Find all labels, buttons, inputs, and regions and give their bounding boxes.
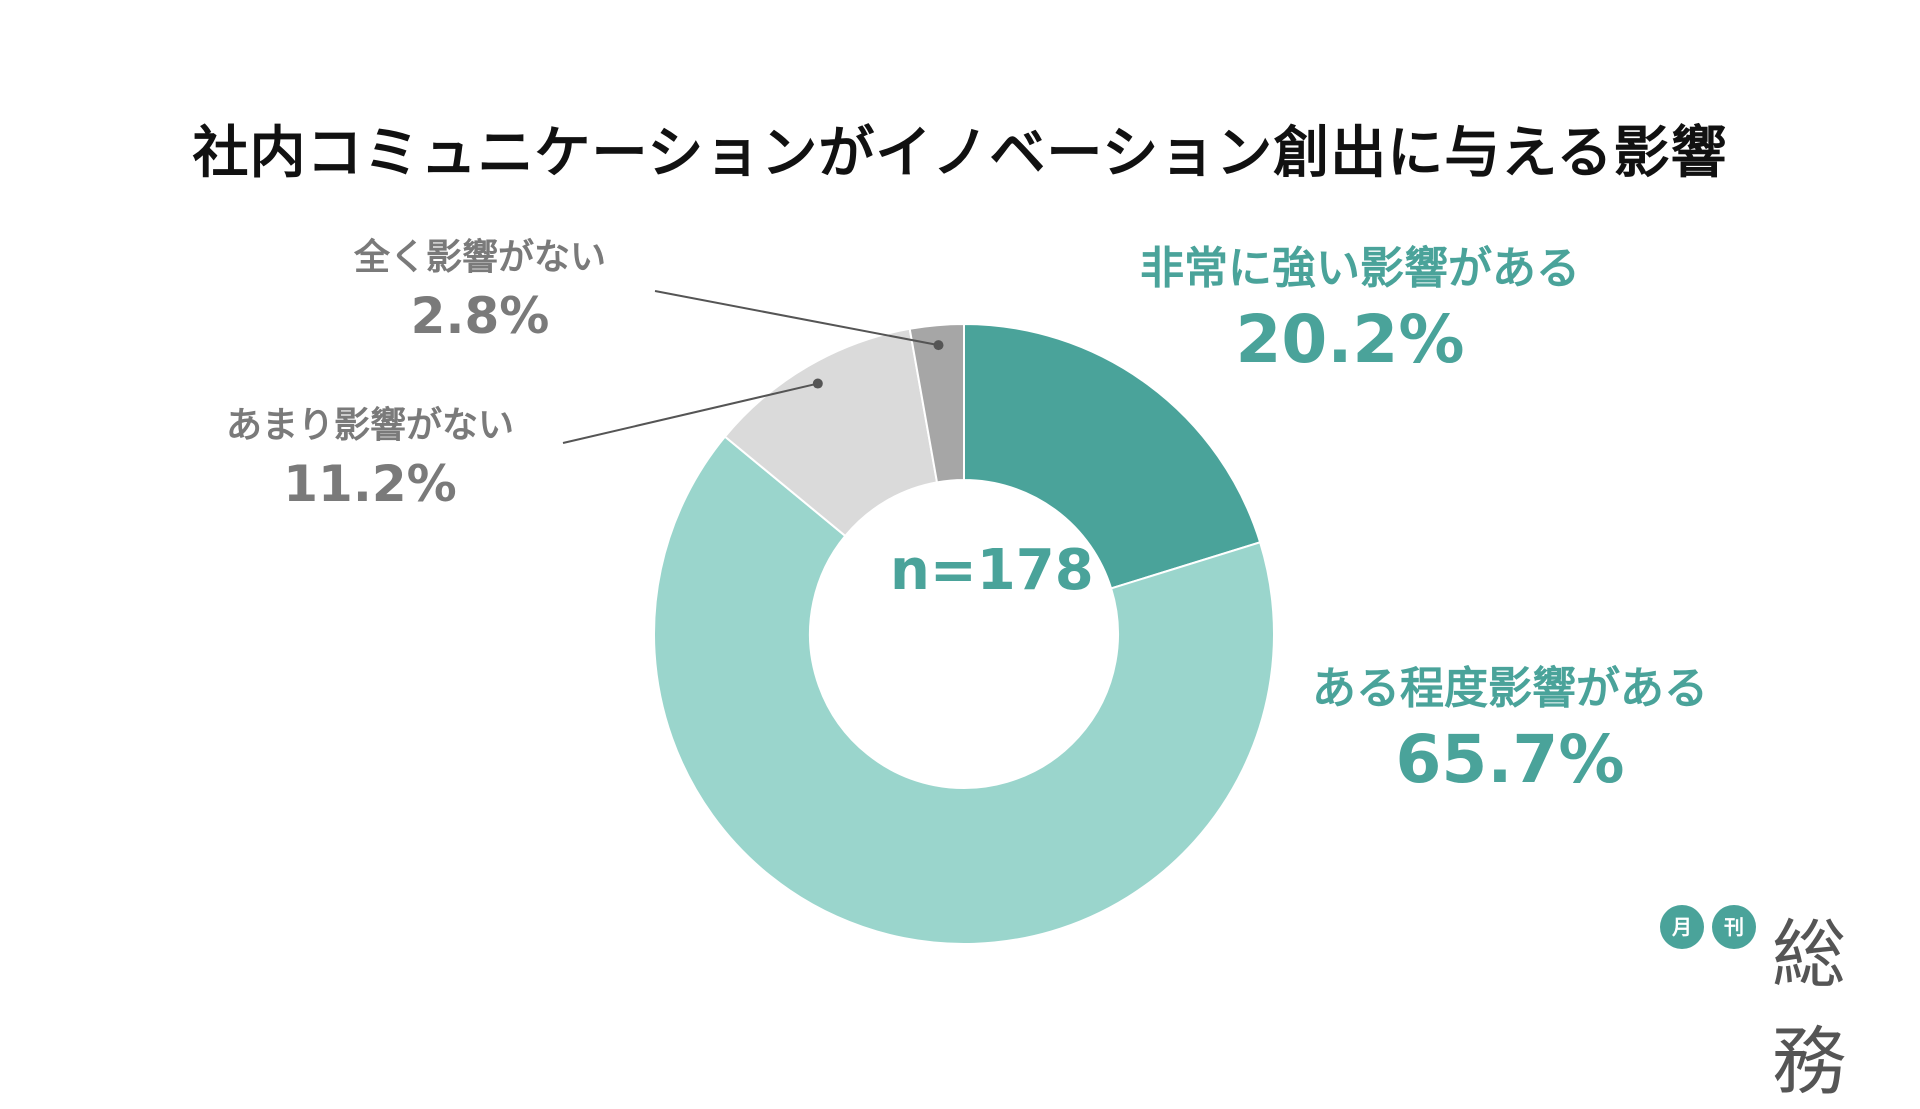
slice-strong-impact <box>963 322 1262 590</box>
leader-line-little-impact-dot <box>812 378 823 389</box>
leader-line-no-impact-dot <box>933 340 944 351</box>
label-no-impact: 全く影響がない 2.8% <box>320 232 640 348</box>
label-strong-impact-name: 非常に強い影響がある <box>1140 243 1580 294</box>
logo-circle-publication: 刊 <box>1712 905 1756 949</box>
label-no-impact-value: 2.8% <box>410 287 550 345</box>
label-strong-impact-value: 20.2% <box>1235 301 1465 378</box>
label-little-impact-value: 11.2% <box>283 455 457 513</box>
logo-wordmark: 総務 <box>1772 912 1848 1105</box>
label-strong-impact: 非常に強い影響がある 20.2% <box>1140 240 1580 382</box>
gekkan-soumu-logo: 月 刊 総務 <box>1660 895 1900 1105</box>
logo-circle-month: 月 <box>1660 905 1704 949</box>
slice-no-impact <box>908 322 965 484</box>
label-some-impact-name: ある程度影響がある <box>1312 663 1708 714</box>
label-some-impact-value: 65.7% <box>1395 721 1625 798</box>
donut-slices <box>653 322 1275 945</box>
label-some-impact: ある程度影響がある 65.7% <box>1270 660 1750 802</box>
sample-size-label: n=178 <box>890 538 1094 603</box>
leader-line-no-impact <box>654 290 939 347</box>
chart-title: 社内コミュニケーションがイノベーション創出に与える影響 <box>192 121 1728 186</box>
label-little-impact-name: あまり影響がない <box>225 405 514 446</box>
label-no-impact-name: 全く影響がない <box>353 237 606 278</box>
leader-lines <box>562 290 944 444</box>
leader-line-little-impact <box>562 382 819 444</box>
donut-chart <box>562 290 1275 945</box>
label-little-impact: あまり影響がない 11.2% <box>200 400 540 516</box>
slice-some-impact <box>653 435 1275 945</box>
